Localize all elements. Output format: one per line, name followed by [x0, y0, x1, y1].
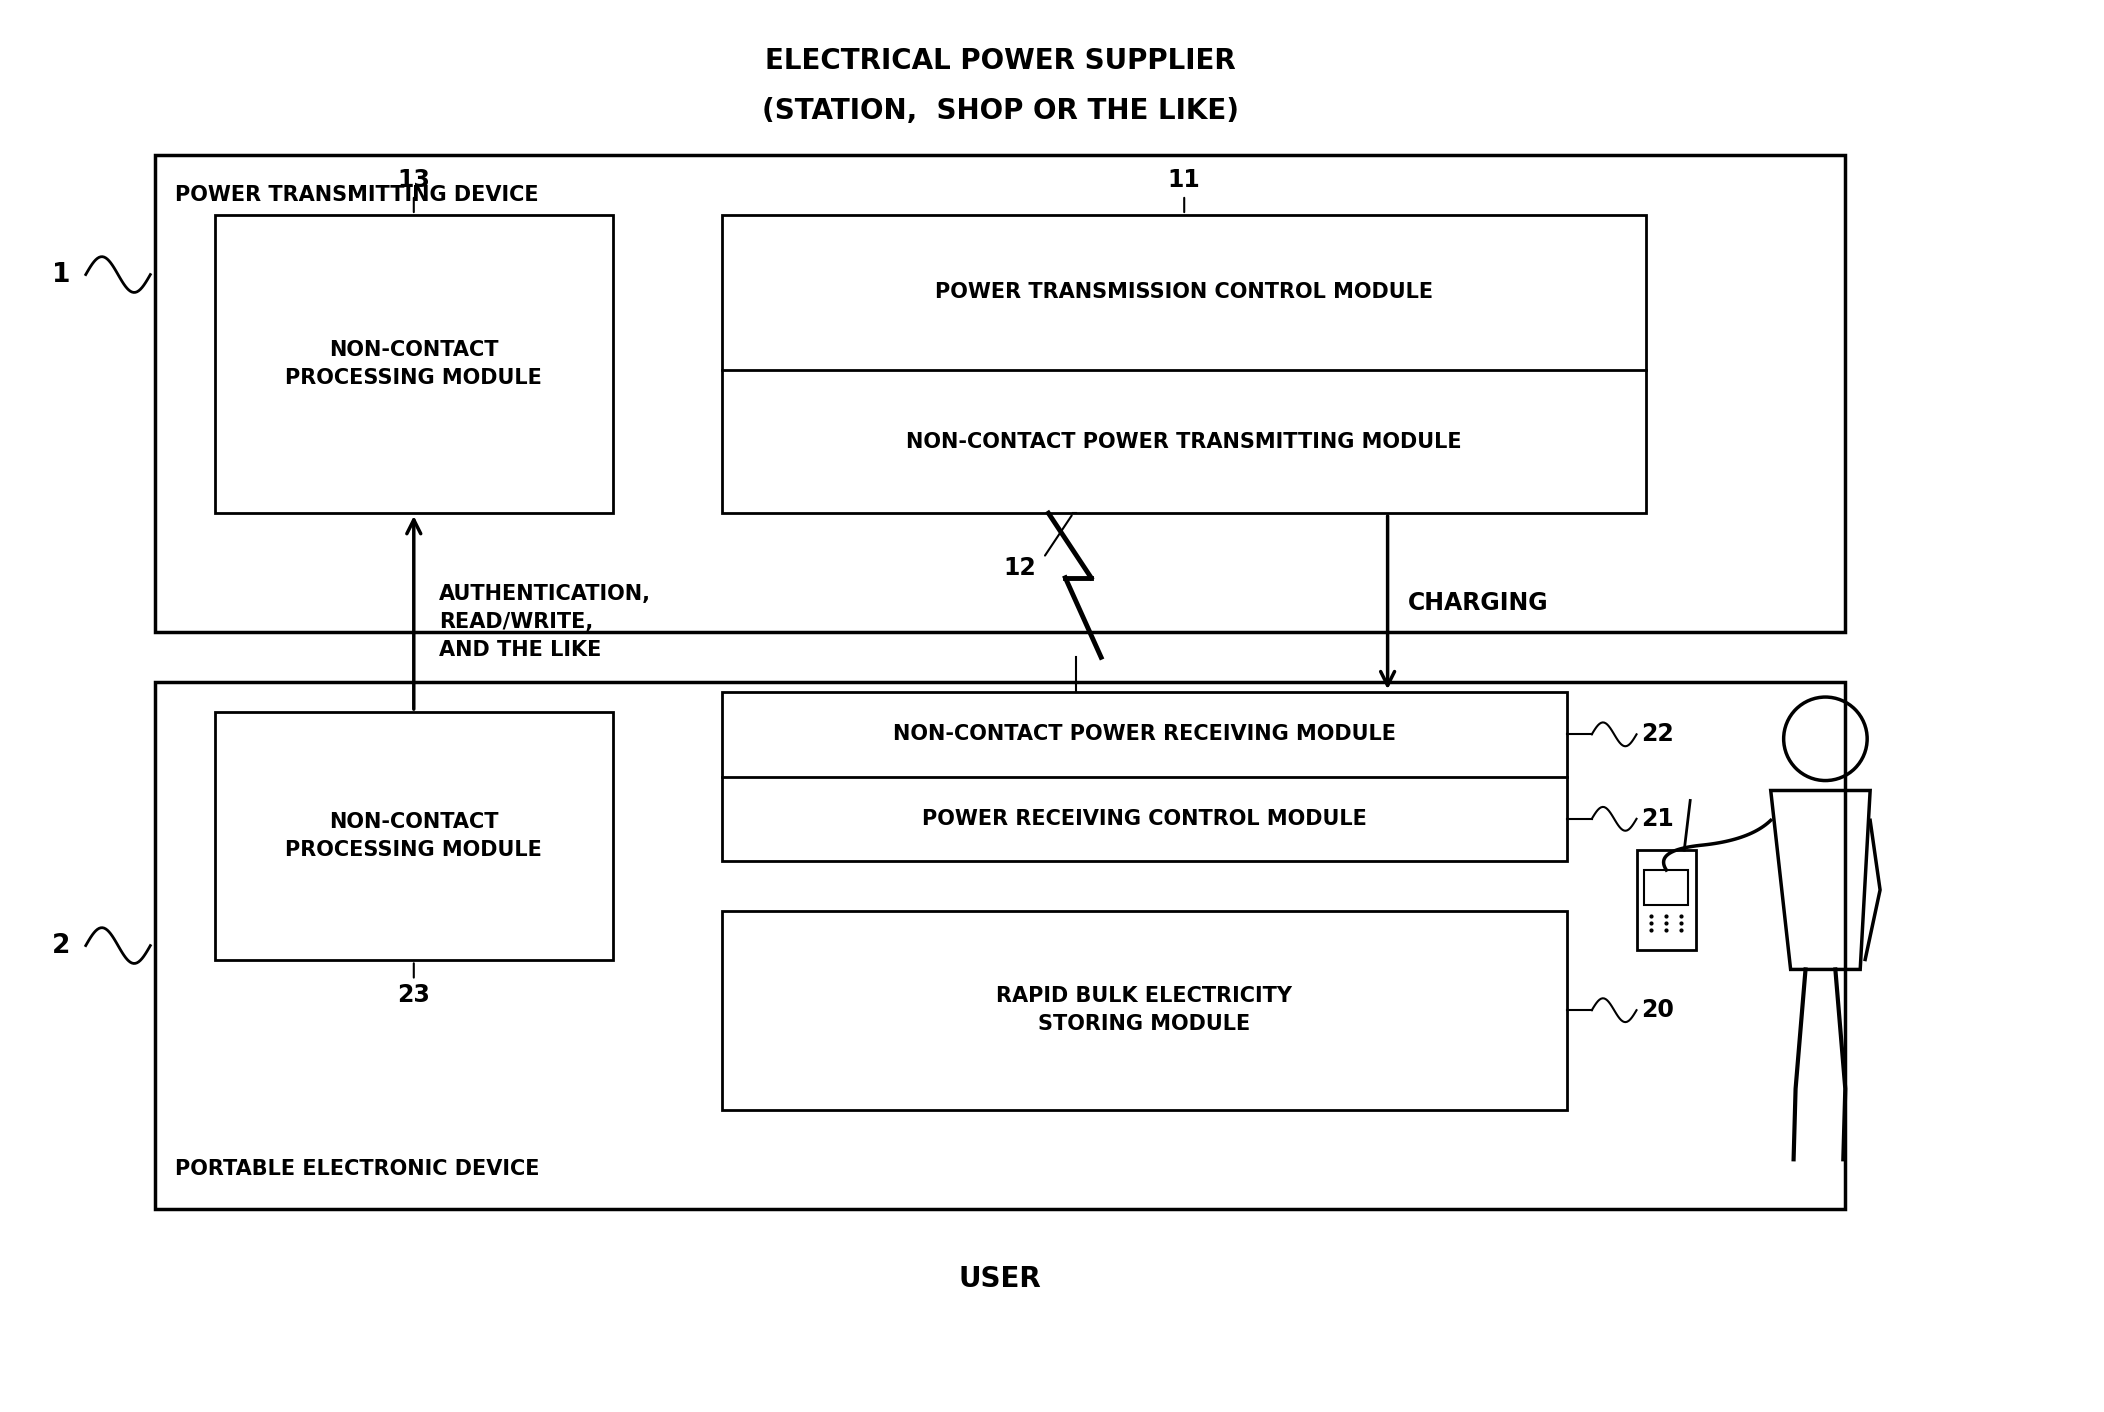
Text: POWER TRANSMISSION CONTROL MODULE: POWER TRANSMISSION CONTROL MODULE — [934, 282, 1433, 302]
Text: POWER RECEIVING CONTROL MODULE: POWER RECEIVING CONTROL MODULE — [922, 809, 1368, 829]
Text: RAPID BULK ELECTRICITY
STORING MODULE: RAPID BULK ELECTRICITY STORING MODULE — [997, 986, 1292, 1034]
Text: POWER TRANSMITTING DEVICE: POWER TRANSMITTING DEVICE — [175, 185, 539, 205]
Text: NON-CONTACT POWER RECEIVING MODULE: NON-CONTACT POWER RECEIVING MODULE — [892, 724, 1395, 744]
Text: 12: 12 — [1004, 556, 1037, 580]
Text: NON-CONTACT POWER TRANSMITTING MODULE: NON-CONTACT POWER TRANSMITTING MODULE — [907, 432, 1462, 452]
Text: 2: 2 — [53, 932, 69, 959]
Bar — [1637, 850, 1696, 949]
Text: NON-CONTACT
PROCESSING MODULE: NON-CONTACT PROCESSING MODULE — [286, 340, 543, 388]
Text: 21: 21 — [1641, 806, 1675, 830]
Bar — [215, 215, 612, 513]
Text: 22: 22 — [1641, 723, 1675, 747]
Text: 20: 20 — [1641, 998, 1675, 1022]
Text: 11: 11 — [1168, 168, 1201, 192]
Bar — [722, 911, 1567, 1110]
Text: (STATION,  SHOP OR THE LIKE): (STATION, SHOP OR THE LIKE) — [762, 96, 1239, 124]
Text: PORTABLE ELECTRONIC DEVICE: PORTABLE ELECTRONIC DEVICE — [175, 1159, 541, 1179]
Text: USER: USER — [959, 1265, 1041, 1292]
Text: NON-CONTACT
PROCESSING MODULE: NON-CONTACT PROCESSING MODULE — [286, 812, 543, 860]
Bar — [1645, 870, 1687, 905]
Bar — [215, 712, 612, 960]
Bar — [156, 682, 1845, 1209]
Bar — [156, 155, 1845, 633]
Text: 13: 13 — [398, 168, 429, 192]
Text: ELECTRICAL POWER SUPPLIER: ELECTRICAL POWER SUPPLIER — [766, 47, 1235, 75]
Bar — [722, 215, 1647, 513]
Bar — [722, 692, 1567, 861]
Text: AUTHENTICATION,
READ/WRITE,
AND THE LIKE: AUTHENTICATION, READ/WRITE, AND THE LIKE — [438, 585, 650, 661]
Text: 23: 23 — [398, 983, 429, 1007]
Text: 1: 1 — [53, 261, 69, 288]
Text: CHARGING: CHARGING — [1408, 590, 1549, 614]
